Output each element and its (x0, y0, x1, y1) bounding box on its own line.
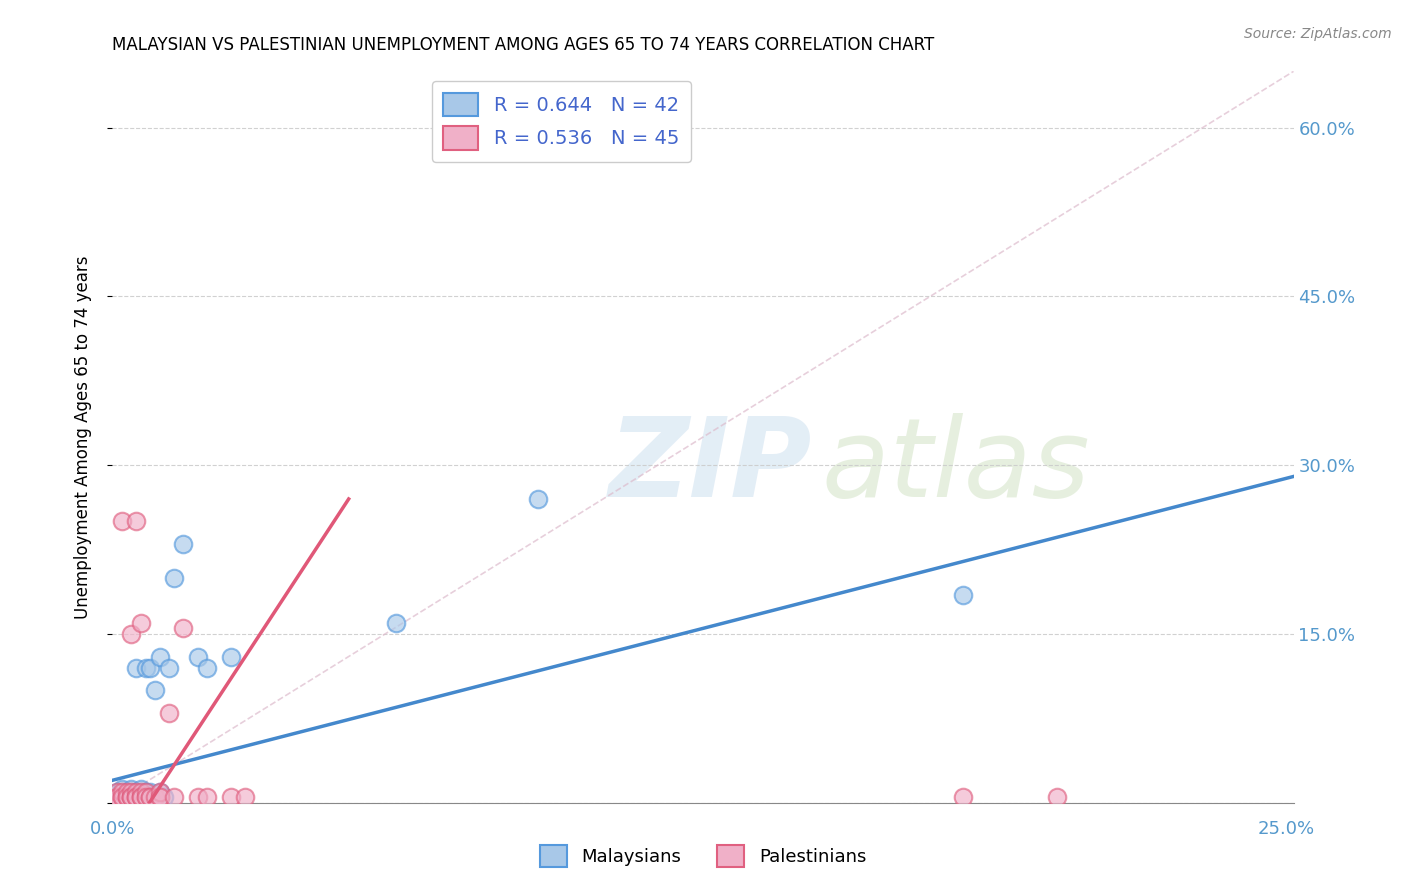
Point (952, 588, 974, 602)
Point (120, 784, 142, 798)
Point (111, 782, 134, 797)
Point (135, 790, 157, 805)
Point (139, 784, 162, 798)
Point (120, 782, 142, 797)
Point (129, 784, 152, 798)
Point (1046, 790, 1069, 805)
Point (120, 790, 142, 805)
Point (149, 784, 172, 798)
Point (120, 784, 142, 798)
Point (125, 790, 148, 805)
Point (139, 790, 162, 805)
Point (149, 790, 172, 805)
Point (219, 790, 242, 805)
Point (120, 790, 142, 805)
Point (111, 790, 134, 805)
Point (105, 784, 128, 798)
Point (149, 784, 172, 798)
Point (129, 790, 152, 805)
Point (153, 790, 176, 805)
Point (157, 706, 180, 720)
Point (125, 515, 148, 529)
Point (139, 661, 162, 675)
Point (129, 615, 152, 630)
Point (129, 782, 152, 797)
Point (105, 790, 128, 805)
Text: ZIP: ZIP (609, 413, 813, 520)
Point (111, 784, 134, 798)
Point (186, 649, 208, 664)
Point (125, 790, 148, 805)
Point (125, 661, 148, 675)
Text: atlas: atlas (821, 413, 1090, 520)
Point (172, 537, 194, 551)
Point (115, 790, 138, 805)
Point (111, 515, 134, 529)
Point (143, 790, 166, 805)
Point (163, 571, 186, 585)
Point (125, 784, 148, 798)
Point (129, 790, 152, 805)
Point (105, 790, 128, 805)
Point (125, 790, 148, 805)
Point (125, 790, 148, 805)
Point (111, 790, 134, 805)
Text: 25.0%: 25.0% (1258, 820, 1315, 838)
Point (149, 649, 172, 664)
Point (111, 790, 134, 805)
Point (139, 790, 162, 805)
Point (129, 790, 152, 805)
Legend: Malaysians, Palestinians: Malaysians, Palestinians (533, 838, 873, 874)
Text: MALAYSIAN VS PALESTINIAN UNEMPLOYMENT AMONG AGES 65 TO 74 YEARS CORRELATION CHAR: MALAYSIAN VS PALESTINIAN UNEMPLOYMENT AM… (112, 36, 935, 54)
Point (186, 790, 208, 805)
Y-axis label: Unemployment Among Ages 65 to 74 years: Unemployment Among Ages 65 to 74 years (73, 255, 91, 619)
Point (111, 790, 134, 805)
Point (111, 784, 134, 798)
Point (129, 790, 152, 805)
Point (219, 649, 242, 664)
Point (135, 790, 157, 805)
Point (135, 784, 157, 798)
Point (125, 790, 148, 805)
Point (105, 790, 128, 805)
Point (120, 627, 142, 641)
Point (195, 790, 218, 805)
Point (120, 790, 142, 805)
Point (115, 790, 138, 805)
Point (115, 784, 138, 798)
Point (139, 790, 162, 805)
Point (135, 784, 157, 798)
Point (172, 621, 194, 635)
Point (115, 784, 138, 798)
Point (105, 790, 128, 805)
Point (195, 661, 218, 675)
Point (149, 790, 172, 805)
Point (115, 787, 138, 801)
Legend: R = 0.644   N = 42, R = 0.536   N = 45: R = 0.644 N = 42, R = 0.536 N = 45 (432, 81, 690, 161)
Point (129, 790, 152, 805)
Point (526, 491, 548, 506)
Point (120, 790, 142, 805)
Point (105, 790, 128, 805)
Point (105, 784, 128, 798)
Point (233, 790, 256, 805)
Point (157, 661, 180, 675)
Point (143, 683, 166, 698)
Point (129, 784, 152, 798)
Text: 0.0%: 0.0% (90, 820, 135, 838)
Point (143, 790, 166, 805)
Point (385, 615, 408, 630)
Point (952, 790, 974, 805)
Point (125, 784, 148, 798)
Point (115, 790, 138, 805)
Point (135, 661, 157, 675)
Point (115, 790, 138, 805)
Text: Source: ZipAtlas.com: Source: ZipAtlas.com (1244, 27, 1392, 41)
Point (115, 790, 138, 805)
Point (163, 790, 186, 805)
Point (125, 784, 148, 798)
